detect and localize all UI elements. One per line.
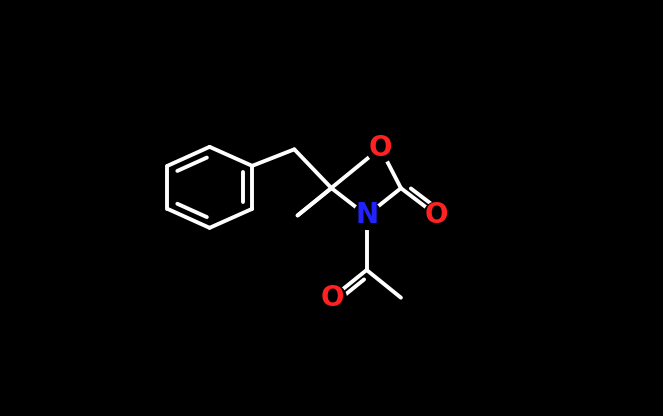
Text: O: O	[321, 284, 344, 312]
Text: O: O	[369, 134, 392, 162]
Text: N: N	[355, 201, 378, 230]
Text: O: O	[425, 201, 449, 230]
